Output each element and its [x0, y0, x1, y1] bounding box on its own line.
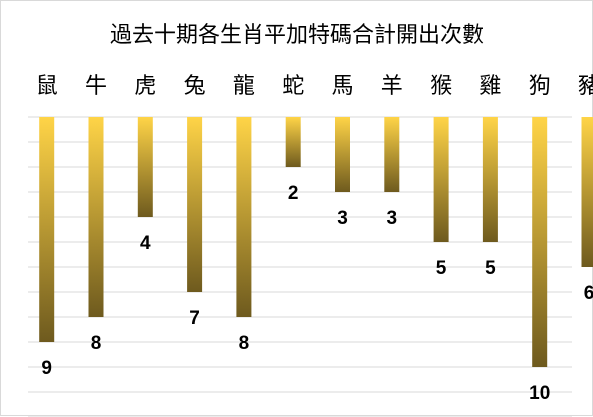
data-label: 5 — [436, 258, 447, 279]
data-label: 4 — [140, 233, 151, 254]
data-label: 2 — [288, 183, 299, 204]
data-label: 9 — [41, 358, 52, 379]
category-label: 猴 — [430, 74, 452, 99]
data-label: 6 — [584, 283, 593, 304]
data-label: 8 — [91, 333, 102, 354]
bar — [138, 117, 153, 217]
data-label: 10 — [529, 383, 550, 404]
data-label: 3 — [387, 208, 398, 229]
bar — [532, 117, 547, 367]
category-label: 兔 — [184, 74, 206, 99]
category-label: 雞 — [479, 74, 501, 99]
bar — [582, 117, 593, 267]
bar — [187, 117, 202, 292]
category-label: 蛇 — [282, 74, 304, 99]
bar — [89, 117, 104, 317]
bar — [384, 117, 399, 192]
category-label: 馬 — [331, 74, 353, 99]
category-label: 狗 — [529, 74, 551, 99]
data-label: 3 — [337, 208, 348, 229]
value-labels: 9 8 4 7 8 2 3 3 5 5 10 6 — [41, 183, 593, 404]
data-label: 5 — [485, 258, 496, 279]
category-label: 豬 — [578, 74, 593, 99]
category-label: 鼠 — [36, 74, 58, 99]
bar — [286, 117, 301, 167]
category-label: 牛 — [85, 74, 107, 99]
category-labels: 鼠牛虎兔龍蛇馬羊猴雞狗豬 — [36, 74, 593, 99]
data-label: 8 — [239, 333, 250, 354]
chart-title: 過去十期各生肖平加特碼合計開出次數 — [110, 23, 484, 48]
bar — [434, 117, 449, 242]
category-label: 龍 — [233, 74, 255, 99]
bar — [236, 117, 251, 317]
category-label: 羊 — [381, 74, 403, 99]
bar — [335, 117, 350, 192]
category-label: 虎 — [134, 74, 156, 99]
bar — [483, 117, 498, 242]
bar — [39, 117, 54, 342]
data-label: 7 — [189, 308, 200, 329]
